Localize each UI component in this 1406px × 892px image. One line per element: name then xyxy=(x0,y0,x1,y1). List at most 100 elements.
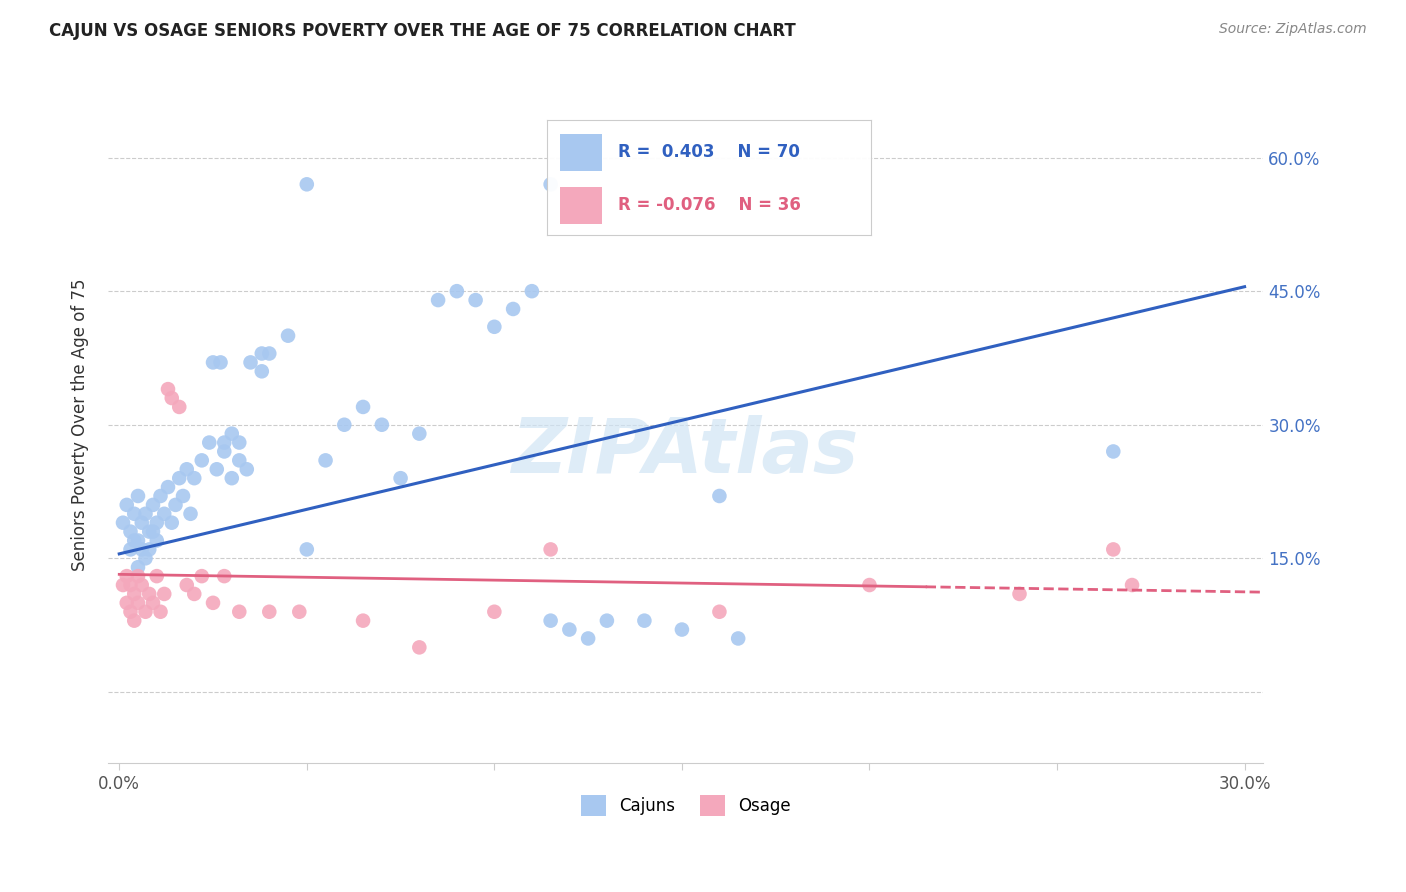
Point xyxy=(202,355,225,369)
Point xyxy=(111,516,134,530)
Point xyxy=(183,471,205,485)
Point xyxy=(122,507,145,521)
Point xyxy=(115,569,138,583)
Point xyxy=(131,578,153,592)
Point xyxy=(153,587,176,601)
Point xyxy=(540,542,562,557)
Point xyxy=(671,623,693,637)
Point xyxy=(115,596,138,610)
Point xyxy=(464,293,486,307)
Point xyxy=(709,605,731,619)
Point xyxy=(221,471,243,485)
Point xyxy=(142,596,165,610)
Point xyxy=(191,569,214,583)
Point xyxy=(1121,578,1143,592)
Point xyxy=(333,417,356,432)
Point xyxy=(131,516,153,530)
Point xyxy=(149,489,172,503)
Point xyxy=(198,435,221,450)
Point xyxy=(858,578,880,592)
Point xyxy=(145,516,167,530)
Point xyxy=(134,605,156,619)
Point xyxy=(120,524,142,539)
Point xyxy=(153,507,176,521)
Point xyxy=(202,596,225,610)
Point xyxy=(122,614,145,628)
Point xyxy=(315,453,337,467)
Y-axis label: Seniors Poverty Over the Age of 75: Seniors Poverty Over the Age of 75 xyxy=(72,278,89,571)
Point xyxy=(127,560,149,574)
Point xyxy=(239,355,262,369)
Point xyxy=(115,498,138,512)
Point xyxy=(576,632,599,646)
Point xyxy=(633,614,655,628)
Text: ZIPAtlas: ZIPAtlas xyxy=(512,415,859,489)
Point xyxy=(259,346,281,360)
Point xyxy=(138,524,160,539)
Point xyxy=(120,542,142,557)
Point xyxy=(558,623,581,637)
Point xyxy=(352,614,374,628)
Point xyxy=(221,426,243,441)
Point xyxy=(484,319,506,334)
Point xyxy=(596,614,619,628)
Point xyxy=(259,605,281,619)
Point xyxy=(250,364,273,378)
Point xyxy=(228,453,250,467)
Point xyxy=(172,489,194,503)
Point xyxy=(250,346,273,360)
Text: CAJUN VS OSAGE SENIORS POVERTY OVER THE AGE OF 75 CORRELATION CHART: CAJUN VS OSAGE SENIORS POVERTY OVER THE … xyxy=(49,22,796,40)
Point xyxy=(160,391,183,405)
Point xyxy=(120,605,142,619)
Point xyxy=(127,533,149,548)
Point xyxy=(131,542,153,557)
Point xyxy=(214,569,236,583)
Point xyxy=(134,551,156,566)
Point xyxy=(502,301,524,316)
Point xyxy=(520,284,543,298)
Point xyxy=(127,489,149,503)
Point xyxy=(1102,444,1125,458)
Point xyxy=(484,605,506,619)
Point xyxy=(727,632,749,646)
Point xyxy=(389,471,412,485)
Legend: Cajuns, Osage: Cajuns, Osage xyxy=(574,789,797,822)
Point xyxy=(160,516,183,530)
Point xyxy=(408,640,430,655)
Point xyxy=(122,587,145,601)
Point xyxy=(277,328,299,343)
Point xyxy=(540,178,562,192)
Point xyxy=(138,542,160,557)
Point xyxy=(446,284,468,298)
Point xyxy=(156,480,179,494)
Point xyxy=(149,605,172,619)
Point xyxy=(709,489,731,503)
Point xyxy=(236,462,259,476)
Point xyxy=(127,569,149,583)
Point xyxy=(120,578,142,592)
Point xyxy=(295,178,318,192)
Point xyxy=(145,533,167,548)
Point xyxy=(142,524,165,539)
Point xyxy=(295,542,318,557)
Point xyxy=(352,400,374,414)
Point xyxy=(122,533,145,548)
Point xyxy=(180,507,202,521)
Point xyxy=(176,578,198,592)
Point xyxy=(191,453,214,467)
Text: Source: ZipAtlas.com: Source: ZipAtlas.com xyxy=(1219,22,1367,37)
Point xyxy=(134,507,156,521)
Point xyxy=(176,462,198,476)
Point xyxy=(127,596,149,610)
Point xyxy=(288,605,311,619)
Point xyxy=(228,605,250,619)
Point xyxy=(427,293,450,307)
Point xyxy=(138,587,160,601)
Point xyxy=(167,400,190,414)
Point xyxy=(183,587,205,601)
Point xyxy=(228,435,250,450)
Point xyxy=(1102,542,1125,557)
Point xyxy=(156,382,179,396)
Point xyxy=(142,498,165,512)
Point xyxy=(165,498,187,512)
